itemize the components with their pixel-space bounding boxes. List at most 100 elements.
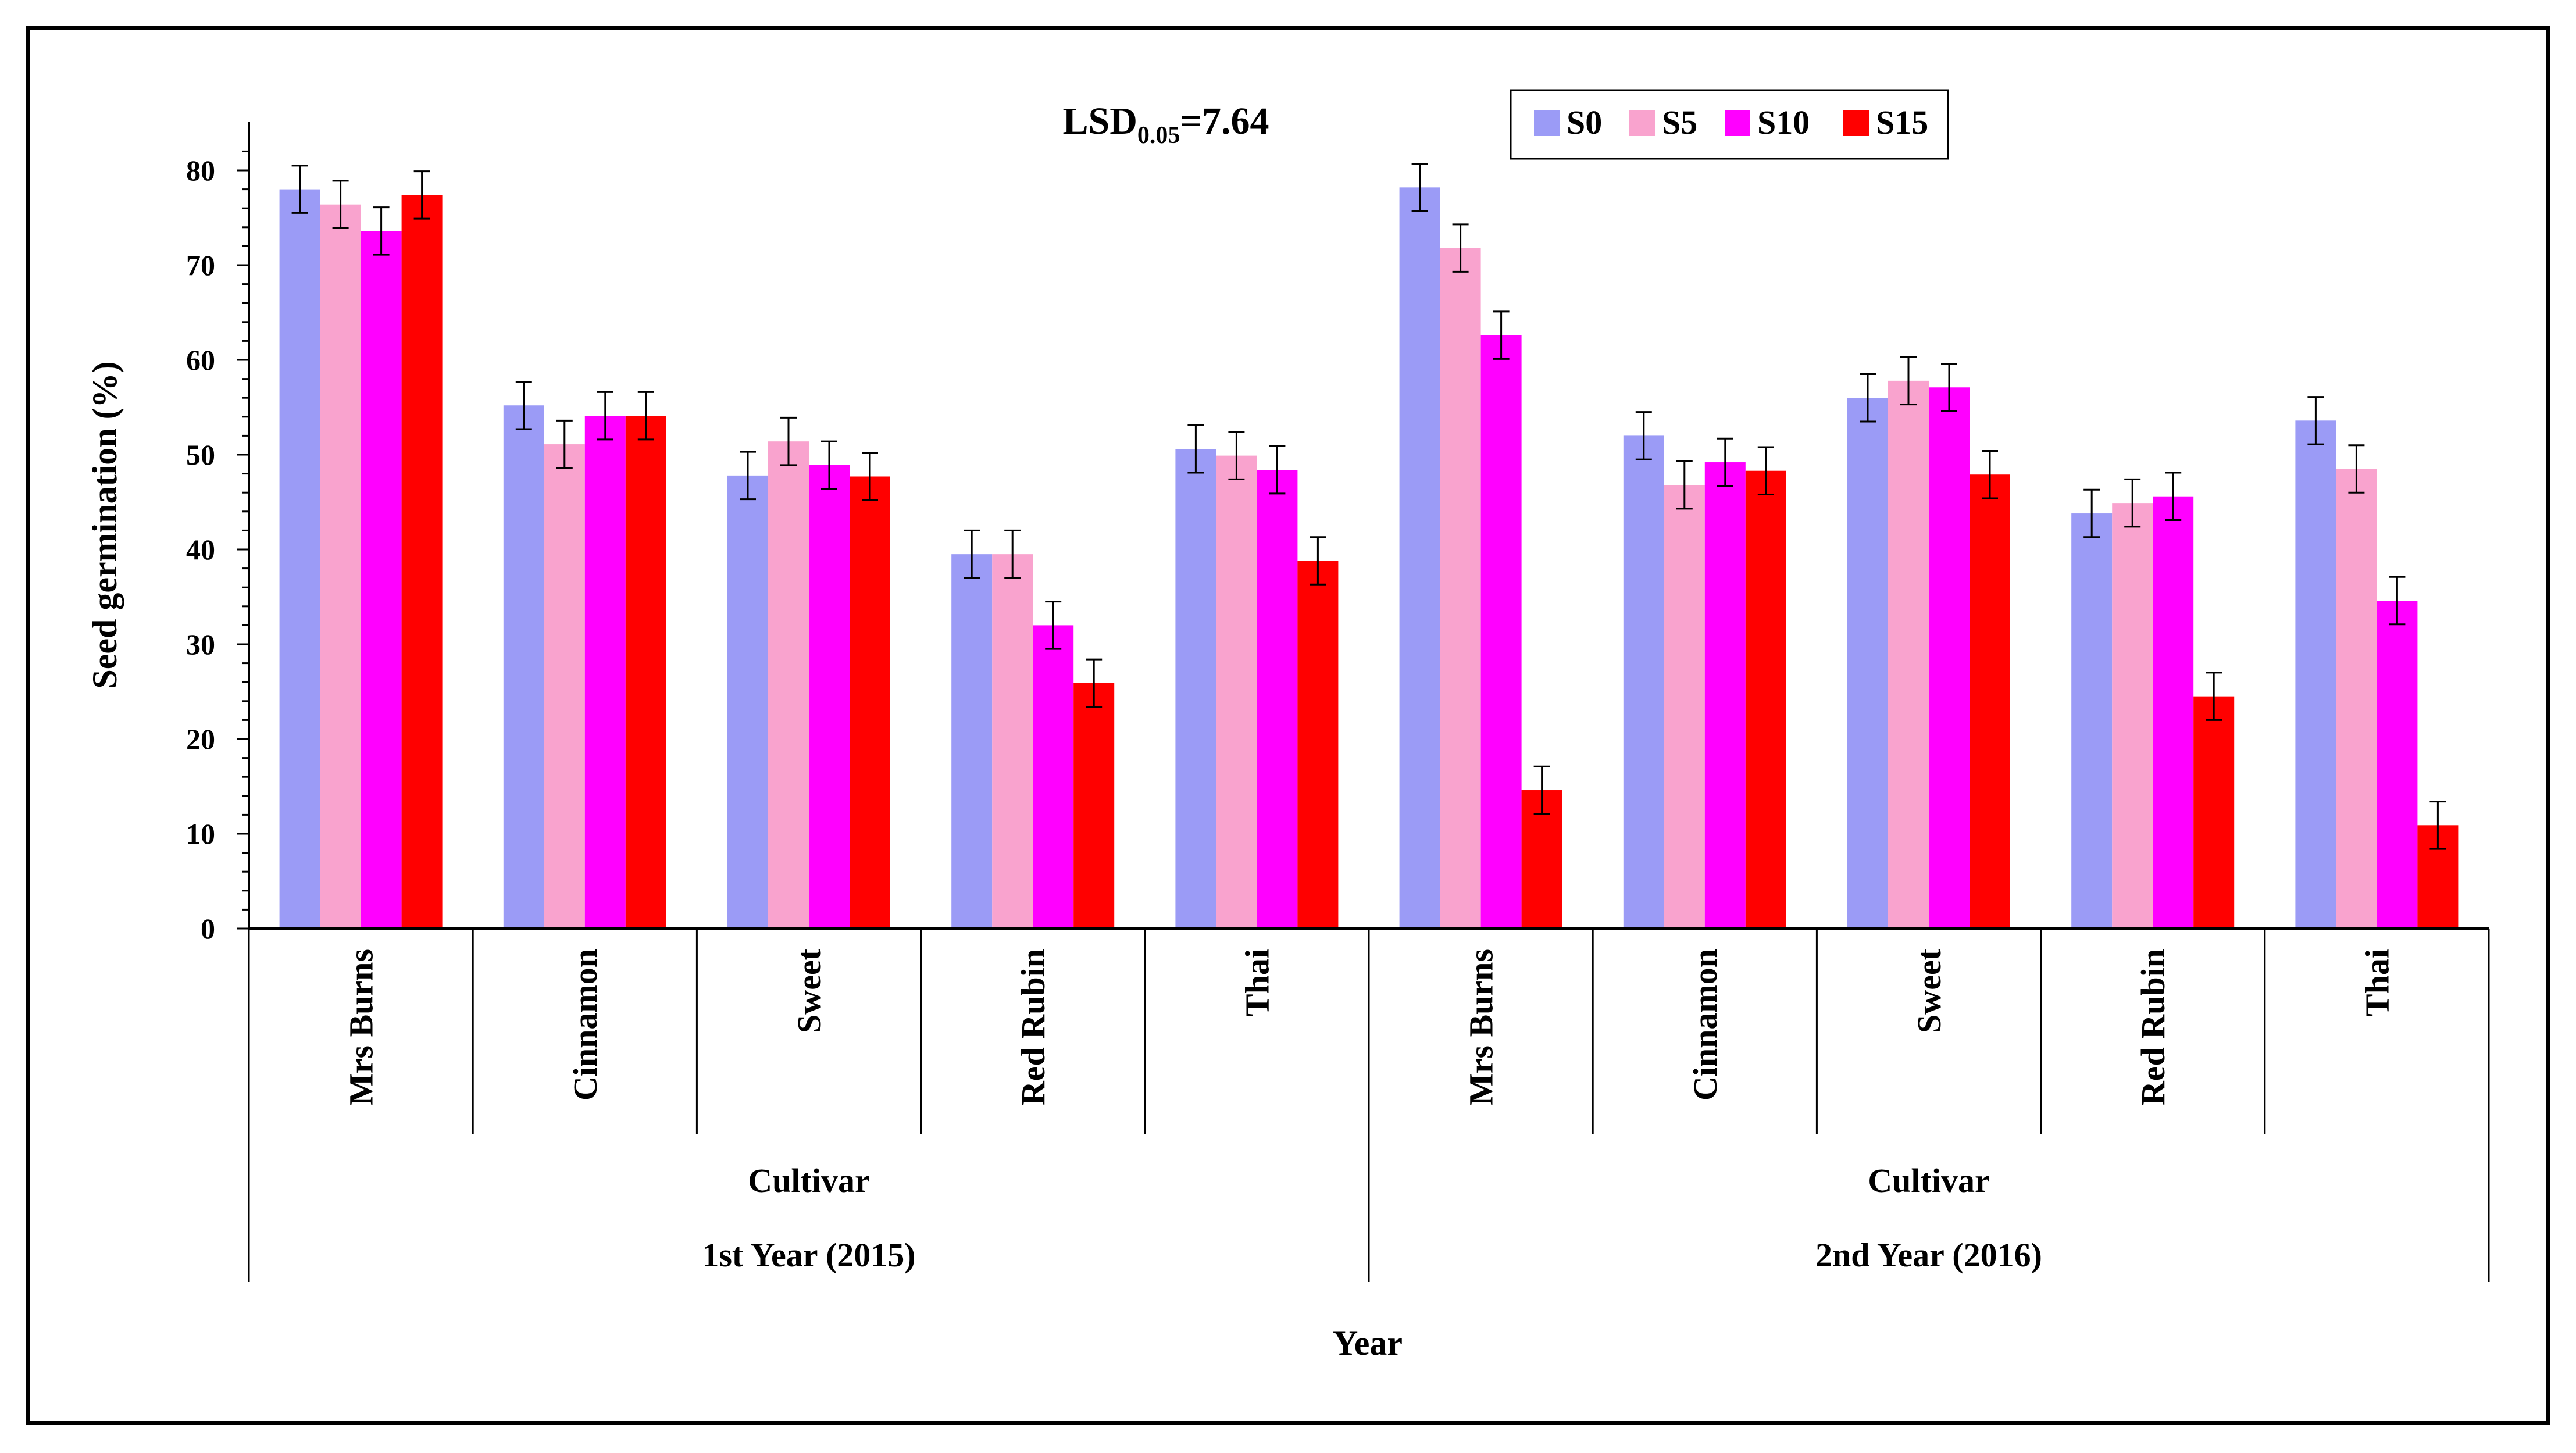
category-label: Red Rubin <box>2134 949 2172 1105</box>
error-bar-s15-7 <box>1757 446 1774 495</box>
error-bar-s15-6 <box>1533 765 1550 815</box>
year-label: 1st Year (2015) <box>702 1236 915 1274</box>
error-bar-s5-2 <box>556 419 573 469</box>
group-label: Cultivar <box>748 1162 869 1199</box>
error-bar-s5-8 <box>1900 356 1917 406</box>
bar-s5-6 <box>1440 248 1481 929</box>
bar-s10-10 <box>2377 601 2418 929</box>
bar-s10-2 <box>584 416 626 929</box>
category-label: Red Rubin <box>1014 949 1052 1105</box>
legend-swatch <box>1843 110 1869 136</box>
lsd-annotation: LSD0.05=7.64 <box>1063 100 1269 149</box>
year-label: 2nd Year (2016) <box>1815 1236 2042 1274</box>
legend-item-s0: S0 <box>1534 103 1602 141</box>
y-tick-label: 60 <box>186 344 215 376</box>
bar-s10-3 <box>809 465 850 929</box>
error-bar-s5-4 <box>1004 529 1021 579</box>
bar-s15-9 <box>2193 696 2235 929</box>
error-bar-s0-5 <box>1187 424 1204 474</box>
bar-s5-2 <box>544 444 585 929</box>
y-tick-label: 80 <box>186 154 215 187</box>
error-bar-s10-7 <box>1717 437 1733 487</box>
error-bar-s15-5 <box>1310 536 1326 586</box>
error-bar-s10-10 <box>2389 576 2406 626</box>
x-categories-layer: Mrs Burns Cinnamon Sweet Red Rubin Thai Mrs B… <box>248 929 2490 1282</box>
y-tick-label: 30 <box>186 628 215 661</box>
error-bar-s5-6 <box>1452 223 1469 273</box>
bar-s0-3 <box>727 475 768 929</box>
bar-s15-1 <box>401 195 443 929</box>
error-bar-s5-5 <box>1228 431 1245 480</box>
legend-item-s10: S10 <box>1725 103 1810 141</box>
bar-s5-3 <box>768 441 809 929</box>
y-axis-title: Seed germination (%) <box>85 361 124 688</box>
category-label: Mrs Burns <box>1462 949 1500 1105</box>
error-bar-s5-7 <box>1676 460 1693 510</box>
error-bar-s5-1 <box>332 180 349 229</box>
legend-swatch <box>1629 110 1655 136</box>
bar-s15-3 <box>850 476 890 929</box>
bar-s10-4 <box>1033 625 1074 929</box>
y-tick-label: 70 <box>186 249 215 281</box>
error-bar-s0-2 <box>515 380 532 430</box>
error-bar-s10-2 <box>597 391 613 441</box>
bar-s10-8 <box>1929 387 1970 929</box>
error-bar-s15-8 <box>1982 449 1998 499</box>
lsd-subscript: 0.05 <box>1137 122 1180 149</box>
error-bar-s15-10 <box>2429 801 2446 850</box>
error-bar-s15-1 <box>413 170 430 220</box>
legend: S0 S5 S10 S15 <box>1510 89 1949 160</box>
bar-s15-5 <box>1297 561 1339 929</box>
error-bar-s15-3 <box>862 452 878 501</box>
category-label: Cinnamon <box>566 949 604 1101</box>
bar-s5-1 <box>320 204 361 929</box>
bar-s0-10 <box>2295 420 2336 929</box>
bar-s0-7 <box>1623 435 1664 929</box>
bar-s0-2 <box>503 405 544 929</box>
y-ticks-layer: 0 10 20 30 40 50 60 70 80 <box>186 150 249 945</box>
bar-s15-8 <box>1970 474 2010 929</box>
error-bar-s5-10 <box>2348 444 2365 494</box>
error-bar-s15-2 <box>637 391 654 441</box>
category-label: Cinnamon <box>1686 949 1724 1101</box>
error-bar-s10-1 <box>373 206 390 256</box>
bar-s0-1 <box>279 189 320 929</box>
bar-s0-8 <box>1847 398 1888 929</box>
bars-layer <box>279 187 2459 929</box>
error-bars-layer <box>291 163 2446 850</box>
y-tick-label: 10 <box>186 817 215 850</box>
legend-swatch <box>1725 110 1750 136</box>
lsd-prefix: LSD <box>1063 100 1137 142</box>
bar-s5-7 <box>1664 485 1705 929</box>
x-axis-title: Year <box>1333 1324 1403 1362</box>
group-label: Cultivar <box>1868 1162 1989 1199</box>
bar-s0-5 <box>1175 449 1216 929</box>
bar-s10-9 <box>2153 496 2194 929</box>
category-label: Thai <box>2358 949 2396 1016</box>
y-tick-label: 0 <box>201 912 215 945</box>
error-bar-s0-4 <box>964 529 980 579</box>
error-bar-s5-9 <box>2124 478 2141 528</box>
error-bar-s10-4 <box>1045 601 1062 650</box>
legend-swatch <box>1534 110 1560 136</box>
error-bar-s5-3 <box>780 416 797 466</box>
bar-s0-4 <box>951 554 993 929</box>
error-bar-s15-9 <box>2206 672 2222 721</box>
category-label: Thai <box>1238 949 1276 1016</box>
bar-s5-5 <box>1216 455 1257 929</box>
bar-s5-8 <box>1888 380 1929 929</box>
legend-label: S0 <box>1567 103 1602 141</box>
bar-s10-1 <box>361 231 402 929</box>
category-label: Sweet <box>790 948 828 1033</box>
error-bar-s10-6 <box>1493 310 1510 360</box>
error-bar-s0-6 <box>1411 163 1428 212</box>
error-bar-s0-3 <box>740 451 756 501</box>
chart-frame <box>26 26 2550 1425</box>
legend-item-s15: S15 <box>1843 103 1928 141</box>
bar-s10-5 <box>1257 470 1298 929</box>
error-bar-s10-5 <box>1269 445 1286 495</box>
y-tick-label: 40 <box>186 533 215 566</box>
error-bar-s0-9 <box>2083 488 2100 538</box>
lsd-suffix: =7.64 <box>1180 100 1269 142</box>
